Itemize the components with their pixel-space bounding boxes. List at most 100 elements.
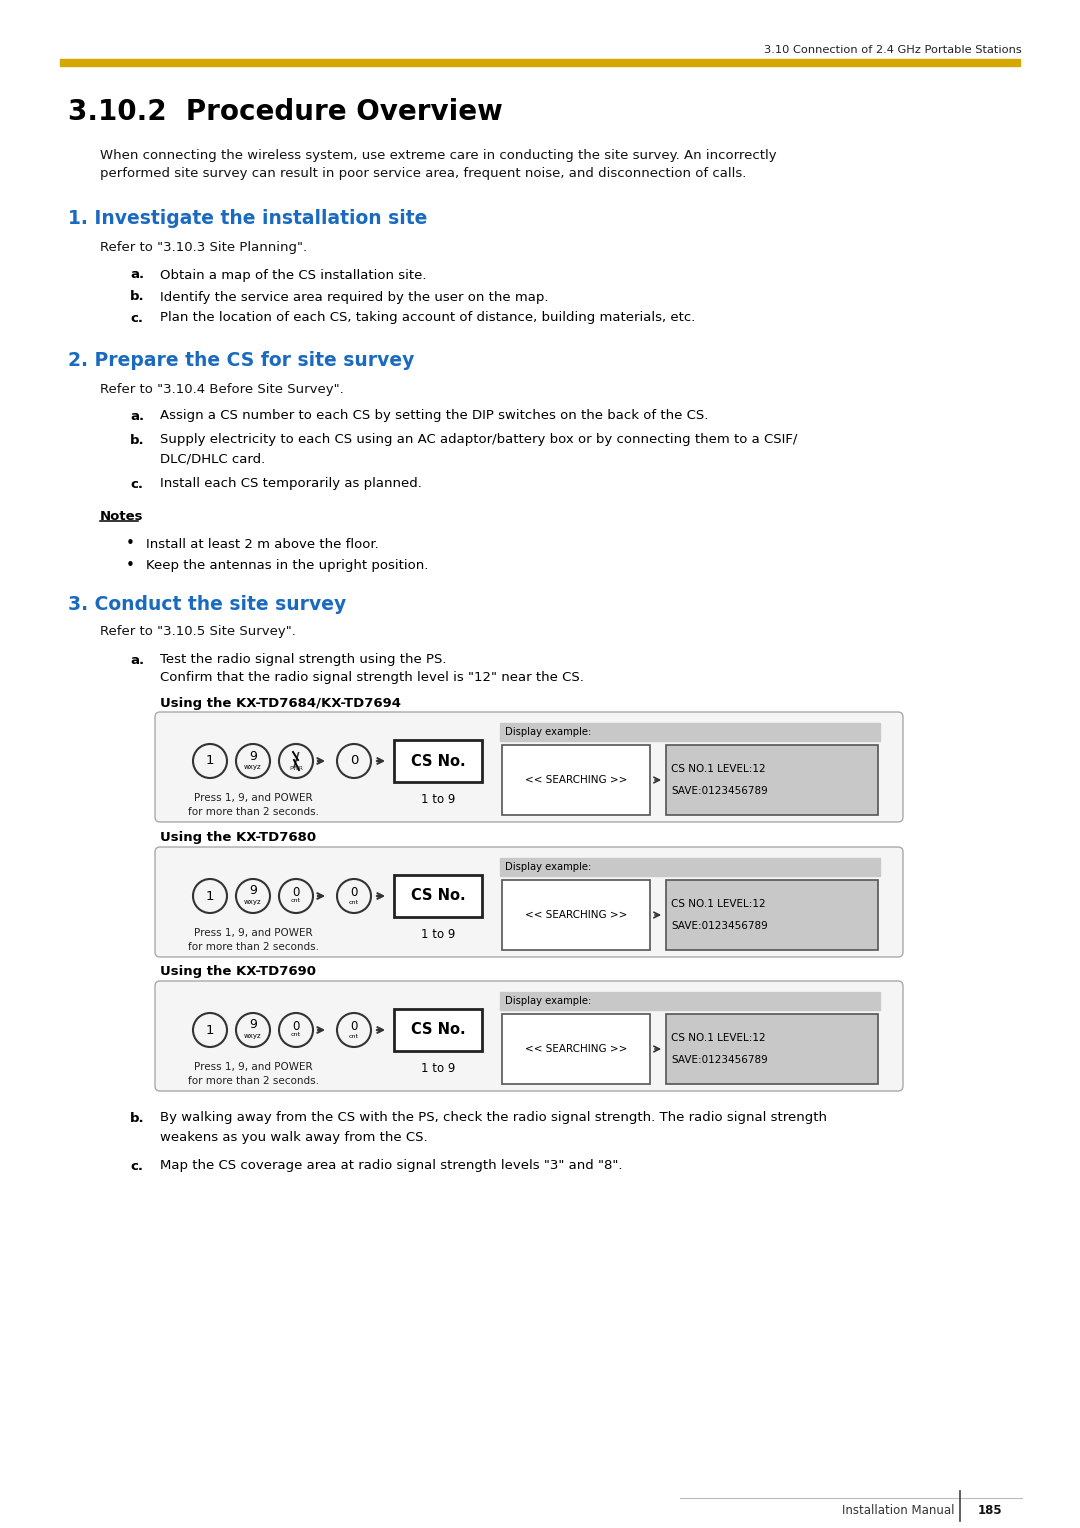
Text: Press 1, 9, and POWER: Press 1, 9, and POWER: [193, 1062, 312, 1073]
Text: a.: a.: [130, 654, 144, 666]
Text: weakens as you walk away from the CS.: weakens as you walk away from the CS.: [160, 1131, 428, 1143]
Text: Press 1, 9, and POWER: Press 1, 9, and POWER: [193, 793, 312, 804]
Text: Using the KX-TD7690: Using the KX-TD7690: [160, 966, 316, 978]
FancyBboxPatch shape: [156, 847, 903, 957]
Text: << SEARCHING >>: << SEARCHING >>: [525, 1044, 627, 1054]
Text: CS NO.1 LEVEL:12: CS NO.1 LEVEL:12: [671, 1033, 766, 1044]
Text: Notes: Notes: [100, 509, 144, 523]
Bar: [502, 880, 650, 950]
Text: Keep the antennas in the upright position.: Keep the antennas in the upright positio…: [146, 559, 429, 573]
Text: 1: 1: [206, 755, 214, 767]
FancyBboxPatch shape: [156, 712, 903, 822]
Text: a.: a.: [130, 410, 144, 423]
Text: PWR: PWR: [289, 766, 303, 770]
Text: << SEARCHING >>: << SEARCHING >>: [525, 911, 627, 920]
Text: Display example:: Display example:: [505, 727, 591, 736]
Text: 0: 0: [350, 755, 359, 767]
Text: Confirm that the radio signal strength level is "12" near the CS.: Confirm that the radio signal strength l…: [160, 671, 584, 685]
Text: Refer to "3.10.4 Before Site Survey".: Refer to "3.10.4 Before Site Survey".: [100, 384, 343, 396]
Bar: [666, 746, 878, 814]
Text: SAVE:0123456789: SAVE:0123456789: [671, 1054, 768, 1065]
Text: Refer to "3.10.5 Site Survey".: Refer to "3.10.5 Site Survey".: [100, 625, 296, 639]
Text: DLC/DHLC card.: DLC/DHLC card.: [160, 452, 266, 466]
Bar: [666, 1015, 878, 1083]
Text: performed site survey can result in poor service area, frequent noise, and disco: performed site survey can result in poor…: [100, 168, 746, 180]
Bar: [666, 880, 878, 950]
Text: Display example:: Display example:: [505, 996, 591, 1005]
Text: cnt: cnt: [291, 1033, 301, 1038]
Bar: [502, 1015, 650, 1083]
Text: cnt: cnt: [349, 900, 359, 905]
Text: •: •: [126, 536, 135, 552]
Text: wxyz: wxyz: [244, 764, 261, 770]
Bar: [502, 746, 650, 814]
FancyBboxPatch shape: [156, 981, 903, 1091]
Text: CS NO.1 LEVEL:12: CS NO.1 LEVEL:12: [671, 898, 766, 909]
Text: Install each CS temporarily as planned.: Install each CS temporarily as planned.: [160, 477, 422, 490]
Bar: [394, 1008, 482, 1051]
Text: 1 to 9: 1 to 9: [421, 1062, 455, 1076]
Text: •: •: [126, 559, 135, 573]
Text: 1: 1: [206, 1024, 214, 1036]
Text: 2. Prepare the CS for site survey: 2. Prepare the CS for site survey: [68, 350, 415, 370]
Text: 0: 0: [293, 886, 299, 898]
Bar: [60, 60, 1020, 66]
Bar: [500, 859, 880, 876]
Text: a.: a.: [130, 269, 144, 281]
Text: Assign a CS number to each CS by setting the DIP switches on the back of the CS.: Assign a CS number to each CS by setting…: [160, 410, 708, 423]
Text: Obtain a map of the CS installation site.: Obtain a map of the CS installation site…: [160, 269, 427, 281]
Text: /: /: [293, 752, 299, 770]
Text: 3.10.2  Procedure Overview: 3.10.2 Procedure Overview: [68, 98, 503, 125]
Text: SAVE:0123456789: SAVE:0123456789: [671, 785, 768, 796]
Text: Plan the location of each CS, taking account of distance, building materials, et: Plan the location of each CS, taking acc…: [160, 312, 696, 324]
Text: wxyz: wxyz: [244, 898, 261, 905]
Text: Identify the service area required by the user on the map.: Identify the service area required by th…: [160, 290, 549, 304]
Text: Installation Manual: Installation Manual: [842, 1505, 955, 1517]
Bar: [500, 723, 880, 741]
Text: CS No.: CS No.: [410, 1022, 465, 1038]
Text: CS NO.1 LEVEL:12: CS NO.1 LEVEL:12: [671, 764, 766, 775]
Bar: [500, 992, 880, 1010]
Text: cnt: cnt: [349, 1033, 359, 1039]
Text: c.: c.: [130, 312, 143, 324]
Text: Install at least 2 m above the floor.: Install at least 2 m above the floor.: [146, 538, 379, 550]
Text: b.: b.: [130, 290, 145, 304]
Text: Test the radio signal strength using the PS.: Test the radio signal strength using the…: [160, 652, 446, 666]
Text: for more than 2 seconds.: for more than 2 seconds.: [188, 941, 319, 952]
Text: 3.10 Connection of 2.4 GHz Portable Stations: 3.10 Connection of 2.4 GHz Portable Stat…: [765, 44, 1022, 55]
Text: Display example:: Display example:: [505, 862, 591, 872]
Text: Supply electricity to each CS using an AC adaptor/battery box or by connecting t: Supply electricity to each CS using an A…: [160, 434, 797, 446]
Text: 9: 9: [249, 1019, 257, 1031]
Text: 1: 1: [206, 889, 214, 903]
Text: When connecting the wireless system, use extreme care in conducting the site sur: When connecting the wireless system, use…: [100, 148, 777, 162]
Text: By walking away from the CS with the PS, check the radio signal strength. The ra: By walking away from the CS with the PS,…: [160, 1111, 827, 1123]
Text: 0: 0: [293, 1019, 299, 1033]
Text: 0: 0: [350, 1019, 357, 1033]
Text: << SEARCHING >>: << SEARCHING >>: [525, 775, 627, 785]
Text: b.: b.: [130, 434, 145, 446]
Text: 1 to 9: 1 to 9: [421, 927, 455, 941]
Text: c.: c.: [130, 1160, 143, 1172]
Text: for more than 2 seconds.: for more than 2 seconds.: [188, 807, 319, 817]
Text: SAVE:0123456789: SAVE:0123456789: [671, 921, 768, 931]
Text: Press 1, 9, and POWER: Press 1, 9, and POWER: [193, 927, 312, 938]
Text: 185: 185: [978, 1505, 1002, 1517]
Text: 3. Conduct the site survey: 3. Conduct the site survey: [68, 594, 347, 614]
Text: Using the KX-TD7680: Using the KX-TD7680: [160, 831, 316, 845]
Text: 1 to 9: 1 to 9: [421, 793, 455, 805]
Text: CS No.: CS No.: [410, 888, 465, 903]
Text: Refer to "3.10.3 Site Planning".: Refer to "3.10.3 Site Planning".: [100, 241, 307, 255]
Text: CS No.: CS No.: [410, 753, 465, 769]
Text: 9: 9: [249, 885, 257, 897]
Text: c.: c.: [130, 477, 143, 490]
Bar: [394, 740, 482, 782]
Text: Using the KX-TD7684/KX-TD7694: Using the KX-TD7684/KX-TD7694: [160, 697, 401, 709]
Text: wxyz: wxyz: [244, 1033, 261, 1039]
Text: b.: b.: [130, 1111, 145, 1125]
Text: 1. Investigate the installation site: 1. Investigate the installation site: [68, 208, 428, 228]
Text: 9: 9: [249, 750, 257, 762]
Text: for more than 2 seconds.: for more than 2 seconds.: [188, 1076, 319, 1086]
Text: 0: 0: [350, 886, 357, 898]
Bar: [394, 876, 482, 917]
Text: cnt: cnt: [291, 898, 301, 903]
